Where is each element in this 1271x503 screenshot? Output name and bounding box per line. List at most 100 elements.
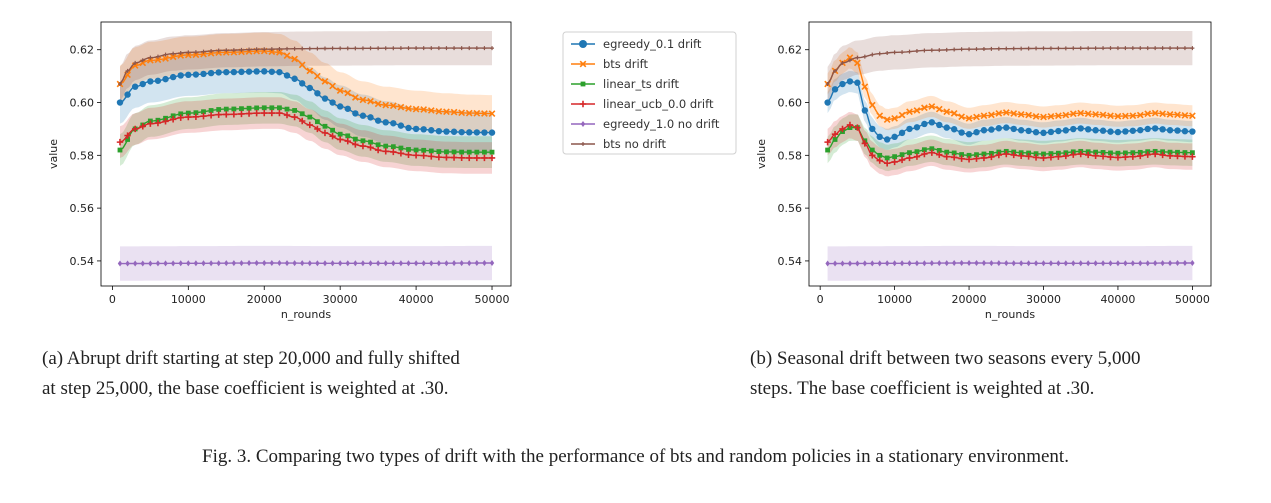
- point: [482, 260, 487, 267]
- point: [473, 154, 481, 162]
- point: [862, 260, 868, 267]
- y-tick-label: 0.56: [778, 202, 803, 215]
- point: [192, 71, 200, 78]
- point: [1108, 150, 1113, 156]
- point: [839, 125, 846, 133]
- point: [862, 54, 867, 59]
- point: [906, 154, 913, 162]
- point: [116, 138, 124, 146]
- point: [391, 46, 396, 51]
- point: [1055, 127, 1062, 135]
- point: [854, 59, 861, 67]
- point: [398, 145, 404, 151]
- point: [367, 114, 374, 121]
- point: [488, 129, 496, 136]
- point: [995, 109, 1003, 117]
- point: [276, 68, 283, 76]
- point: [458, 128, 465, 136]
- point: [284, 260, 290, 267]
- point: [1026, 150, 1032, 156]
- point: [246, 105, 252, 111]
- point: [337, 131, 343, 137]
- point: [314, 72, 321, 80]
- point: [351, 94, 359, 101]
- point: [421, 147, 427, 153]
- point: [1137, 149, 1143, 155]
- point: [1167, 260, 1173, 267]
- legend-label: egreedy_1.0 no drift: [603, 117, 720, 131]
- point: [1114, 154, 1122, 161]
- point: [277, 105, 282, 111]
- point: [839, 80, 846, 88]
- point: [359, 142, 367, 150]
- point: [891, 158, 898, 166]
- point: [1101, 46, 1106, 51]
- point: [398, 46, 403, 51]
- point: [276, 48, 283, 56]
- point: [458, 109, 466, 117]
- point: [914, 48, 919, 53]
- point: [359, 112, 367, 119]
- point: [125, 260, 130, 267]
- y-tick-label: 0.56: [70, 202, 95, 215]
- point: [937, 260, 942, 267]
- point: [840, 60, 845, 65]
- point: [283, 111, 291, 119]
- point: [353, 260, 358, 267]
- point: [269, 47, 274, 52]
- point: [944, 260, 949, 267]
- point: [383, 46, 388, 51]
- point: [1047, 154, 1055, 161]
- point: [1077, 150, 1084, 158]
- legend: egreedy_0.1 drift bts drift linear_ts drif…: [562, 31, 737, 155]
- legend-marker: [579, 60, 587, 68]
- point: [1093, 260, 1098, 267]
- point: [1093, 46, 1098, 51]
- point: [914, 260, 920, 267]
- point: [466, 129, 473, 136]
- point: [898, 111, 906, 119]
- series-0: [116, 68, 496, 136]
- point: [238, 110, 245, 118]
- point: [344, 89, 352, 97]
- point: [131, 62, 139, 69]
- point: [473, 129, 481, 136]
- point: [958, 155, 965, 162]
- point: [231, 260, 237, 267]
- point: [1100, 260, 1106, 267]
- point: [943, 108, 951, 116]
- point: [306, 121, 313, 129]
- point: [148, 260, 153, 267]
- point: [981, 151, 987, 157]
- point: [450, 108, 458, 116]
- point: [253, 68, 260, 75]
- point: [1190, 260, 1195, 267]
- point: [1166, 127, 1174, 134]
- point: [490, 46, 495, 51]
- point: [913, 153, 921, 160]
- point: [405, 105, 412, 112]
- legend-marker: [581, 142, 585, 146]
- point: [1063, 46, 1068, 51]
- point: [382, 148, 389, 155]
- point: [1129, 127, 1137, 134]
- point: [928, 103, 936, 110]
- point: [171, 51, 176, 56]
- point: [1122, 112, 1129, 120]
- point: [1077, 109, 1085, 117]
- point: [117, 147, 123, 153]
- point: [344, 137, 351, 145]
- point: [307, 114, 313, 120]
- point: [1168, 46, 1173, 51]
- point: [1151, 109, 1159, 117]
- point: [344, 105, 351, 112]
- point: [268, 68, 276, 75]
- point: [306, 67, 314, 75]
- x-axis-label: n_rounds: [281, 308, 331, 321]
- point: [466, 149, 472, 155]
- point: [178, 111, 184, 117]
- point: [291, 113, 298, 121]
- point: [390, 120, 397, 127]
- point: [459, 149, 465, 155]
- point: [367, 144, 374, 151]
